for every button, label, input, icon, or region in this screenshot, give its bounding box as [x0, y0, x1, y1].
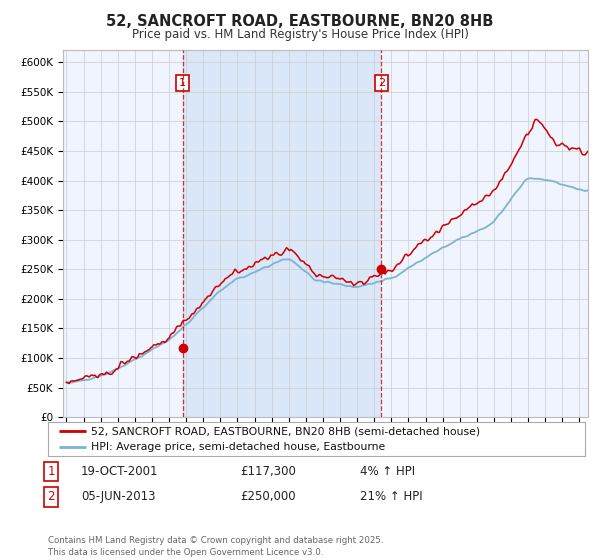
Text: 21% ↑ HPI: 21% ↑ HPI — [360, 490, 422, 503]
Text: HPI: Average price, semi-detached house, Eastbourne: HPI: Average price, semi-detached house,… — [91, 442, 385, 452]
Text: Contains HM Land Registry data © Crown copyright and database right 2025.
This d: Contains HM Land Registry data © Crown c… — [48, 536, 383, 557]
Text: £117,300: £117,300 — [240, 465, 296, 478]
Text: 2: 2 — [378, 78, 385, 88]
Text: 1: 1 — [179, 78, 186, 88]
Text: £250,000: £250,000 — [240, 490, 296, 503]
Text: 05-JUN-2013: 05-JUN-2013 — [81, 490, 155, 503]
Text: 52, SANCROFT ROAD, EASTBOURNE, BN20 8HB (semi-detached house): 52, SANCROFT ROAD, EASTBOURNE, BN20 8HB … — [91, 426, 480, 436]
Text: 19-OCT-2001: 19-OCT-2001 — [81, 465, 158, 478]
Text: 4% ↑ HPI: 4% ↑ HPI — [360, 465, 415, 478]
Text: 52, SANCROFT ROAD, EASTBOURNE, BN20 8HB: 52, SANCROFT ROAD, EASTBOURNE, BN20 8HB — [106, 14, 494, 29]
Bar — [183, 50, 382, 417]
Text: 2: 2 — [47, 490, 55, 503]
Text: 1: 1 — [47, 465, 55, 478]
Text: Price paid vs. HM Land Registry's House Price Index (HPI): Price paid vs. HM Land Registry's House … — [131, 28, 469, 41]
